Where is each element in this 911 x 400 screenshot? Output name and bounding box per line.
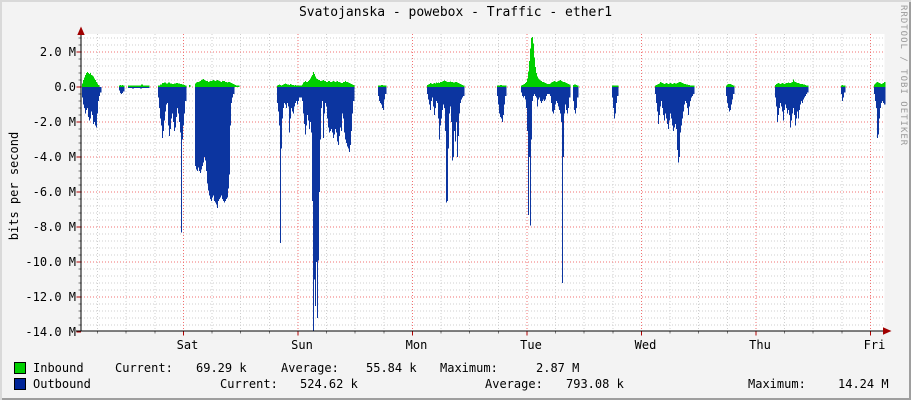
outbound-series-name: Outbound — [33, 377, 91, 391]
svg-text:Sun: Sun — [291, 338, 313, 352]
inbound-average-value: 55.84 k — [366, 361, 417, 375]
svg-text:-6.0 M: -6.0 M — [33, 185, 76, 199]
svg-text:-14.0 M: -14.0 M — [25, 325, 76, 339]
legend: Inbound Current: 69.29 k Average: 55.84 … — [0, 358, 911, 398]
svg-text:-4.0 M: -4.0 M — [33, 150, 76, 164]
svg-text:Sat: Sat — [177, 338, 199, 352]
legend-row-inbound: Inbound Current: 69.29 k Average: 55.84 … — [0, 361, 911, 375]
svg-text:-2.0 M: -2.0 M — [33, 115, 76, 129]
inbound-maximum-label: Maximum: — [440, 361, 498, 375]
svg-text:Tue: Tue — [520, 338, 542, 352]
svg-text:-8.0 M: -8.0 M — [33, 220, 76, 234]
inbound-current-value: 69.29 k — [196, 361, 247, 375]
inbound-average-label: Average: — [281, 361, 339, 375]
svg-text:Mon: Mon — [406, 338, 428, 352]
svg-text:2.0 M: 2.0 M — [40, 45, 76, 59]
svg-text:-10.0 M: -10.0 M — [25, 255, 76, 269]
svg-text:Wed: Wed — [635, 338, 657, 352]
inbound-current-label: Current: — [115, 361, 173, 375]
inbound-series-name: Inbound — [33, 361, 84, 375]
inbound-maximum-value: 2.87 M — [536, 361, 580, 375]
outbound-maximum-value: 14.24 M — [838, 377, 889, 391]
plot-area[interactable]: Sat Sun Mon Tue Wed Thu Fri 2.0 M 0.0 -2.0 M -4.0 … — [0, 0, 911, 356]
svg-text:Fri: Fri — [864, 338, 886, 352]
outbound-average-label: Average: — [485, 377, 543, 391]
inbound-swatch — [14, 362, 26, 374]
svg-text:Thu: Thu — [749, 338, 771, 352]
legend-row-outbound: Outbound Current: 524.62 k Average: 793.… — [0, 377, 911, 391]
rrdtool-watermark: RRDTOOL / TOBI OETIKER — [898, 5, 908, 147]
graph-title: Svatojanska - powebox - Traffic - ether1 — [298, 5, 613, 20]
outbound-maximum-label: Maximum: — [748, 377, 806, 391]
outbound-average-value: 793.08 k — [566, 377, 624, 391]
outbound-swatch — [14, 378, 26, 390]
outbound-current-label: Current: — [220, 377, 278, 391]
svg-text:0.0: 0.0 — [54, 80, 76, 94]
outbound-current-value: 524.62 k — [300, 377, 358, 391]
svg-text:-12.0 M: -12.0 M — [25, 290, 76, 304]
